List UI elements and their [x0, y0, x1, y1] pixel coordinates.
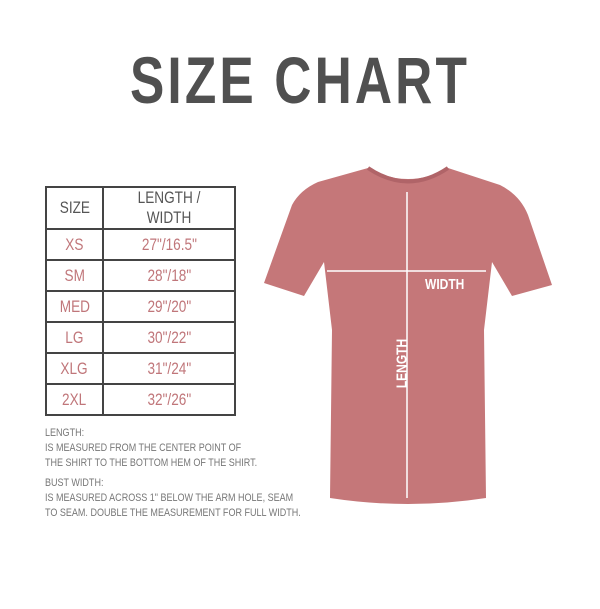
width-text: TO SEAM. DOUBLE THE MEASUREMENT FOR FULL…	[45, 507, 301, 519]
width-label: WIDTH	[425, 276, 465, 293]
measure-cell: 28"/18"	[147, 265, 191, 285]
table-row: 2XL 32"/26"	[45, 383, 236, 416]
table-row: SM 28"/18"	[45, 259, 236, 292]
measure-cell: 29"/20"	[147, 296, 191, 316]
size-cell: 2XL	[62, 389, 87, 409]
size-cell: LG	[65, 327, 84, 347]
size-cell: XS	[65, 234, 84, 254]
table-row: MED 29"/20"	[45, 290, 236, 323]
size-table: SIZE LENGTH / WIDTH XS 27"/16.5" SM 28"/18…	[45, 186, 236, 416]
length-text: THE SHIRT TO THE BOTTOM HEM OF THE SHIRT…	[45, 457, 258, 469]
table-header: SIZE LENGTH / WIDTH	[45, 186, 236, 230]
tshirt-collar	[366, 166, 450, 184]
header-measure: LENGTH / WIDTH	[137, 188, 201, 227]
measurement-notes: LENGTH: IS MEASURED FROM THE CENTER POIN…	[45, 426, 301, 521]
size-cell: XLG	[60, 358, 89, 378]
width-heading: BUST WIDTH:	[45, 477, 104, 489]
length-label: LENGTH	[393, 338, 411, 389]
length-text: IS MEASURED FROM THE CENTER POINT OF	[45, 442, 242, 454]
measure-cell: 27"/16.5"	[141, 234, 197, 254]
width-text: IS MEASURED ACROSS 1" BELOW THE ARM HOLE…	[45, 492, 294, 504]
measure-cell: 30"/22"	[147, 327, 191, 347]
page-title: SIZE CHART	[129, 43, 471, 117]
measure-cell: 31"/24"	[147, 358, 191, 378]
measure-cell: 32"/26"	[147, 389, 191, 409]
table-row: LG 30"/22"	[45, 321, 236, 354]
size-cell: SM	[64, 265, 85, 285]
size-cell: MED	[59, 296, 90, 316]
tshirt-shape	[264, 168, 552, 504]
header-size: SIZE	[59, 198, 90, 217]
table-row: XS 27"/16.5"	[45, 228, 236, 261]
table-row: XLG 31"/24"	[45, 352, 236, 385]
length-heading: LENGTH:	[45, 427, 85, 439]
